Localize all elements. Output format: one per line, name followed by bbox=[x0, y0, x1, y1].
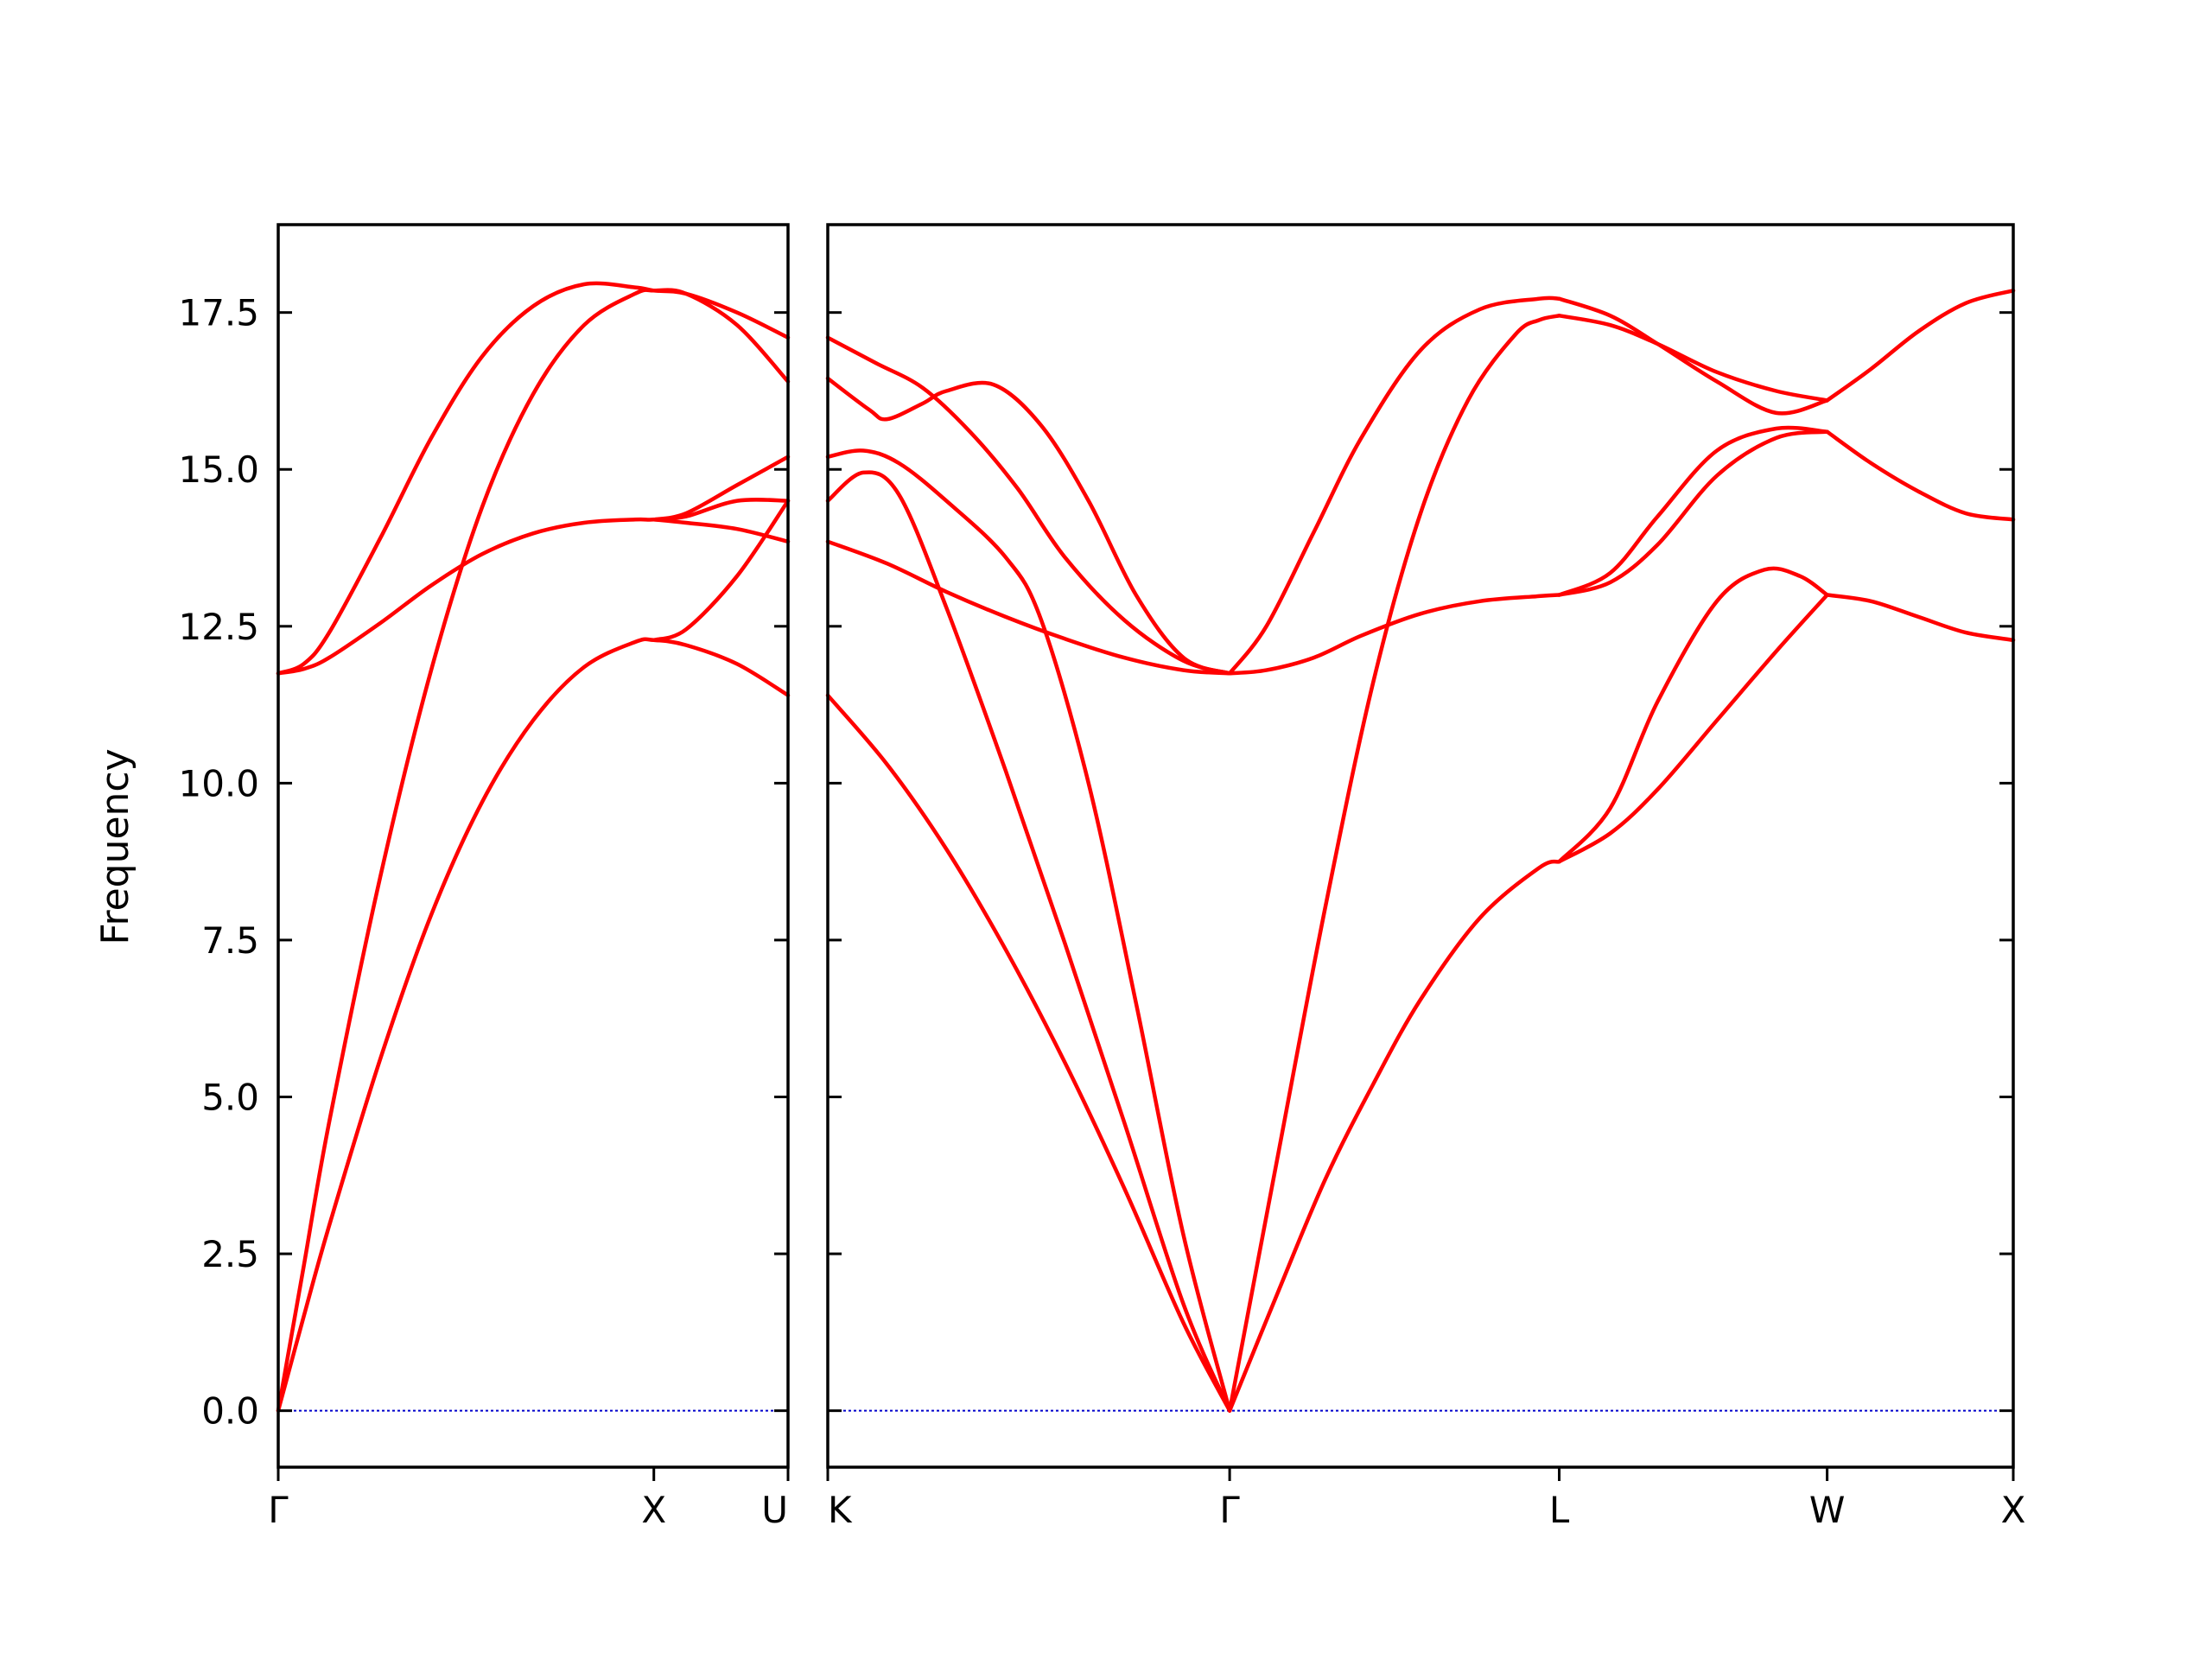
y-tick-label: 12.5 bbox=[178, 606, 259, 648]
band-line bbox=[825, 539, 1232, 676]
band-line bbox=[1825, 429, 2016, 522]
panel-frame bbox=[826, 223, 2015, 1469]
band-line bbox=[1557, 425, 1829, 597]
band-line bbox=[1557, 566, 1829, 864]
y-tick-label: 2.5 bbox=[201, 1233, 259, 1275]
y-tick-label: 5.0 bbox=[201, 1077, 259, 1119]
band-line bbox=[276, 497, 791, 676]
band-line bbox=[1825, 289, 2016, 403]
band-line bbox=[652, 518, 791, 544]
band-line bbox=[1557, 429, 1829, 597]
x-tick-label: U bbox=[761, 1489, 788, 1531]
band-line bbox=[825, 448, 1232, 1413]
band-line bbox=[652, 499, 791, 643]
band-line bbox=[825, 335, 1232, 676]
band-line bbox=[1825, 593, 2016, 643]
y-tick-label: 10.0 bbox=[178, 762, 259, 804]
band-line bbox=[825, 470, 1232, 1413]
x-tick-label: Γ bbox=[1219, 1489, 1240, 1531]
panel-frame bbox=[276, 223, 790, 1469]
band-line bbox=[1227, 314, 1561, 1413]
x-tick-label: X bbox=[2001, 1489, 2026, 1531]
y-axis-label: Frequency bbox=[93, 748, 137, 944]
y-tick-label: 15.0 bbox=[178, 448, 259, 491]
x-tick-label: X bbox=[641, 1489, 666, 1531]
x-tick-label: Γ bbox=[268, 1489, 289, 1531]
y-tick-label: 7.5 bbox=[201, 919, 259, 962]
band-line bbox=[276, 288, 791, 1413]
band-line bbox=[825, 376, 1232, 676]
x-tick-label: W bbox=[1809, 1489, 1846, 1531]
chart-panels: 0.0 2.5 5.0 7.5 10.0 12.5 15.0 17.5 Γ X U K Γ L W X bbox=[178, 223, 2026, 1531]
band-line bbox=[1557, 314, 1829, 403]
y-tick-label: 0.0 bbox=[201, 1390, 259, 1433]
band-line bbox=[652, 454, 791, 522]
band-line bbox=[1227, 859, 1561, 1413]
band-line bbox=[1227, 296, 1561, 676]
band-line bbox=[1557, 593, 1829, 864]
band-line bbox=[825, 693, 1232, 1413]
band-line bbox=[276, 637, 791, 1413]
x-tick-label: K bbox=[828, 1489, 853, 1531]
band-line bbox=[1557, 296, 1829, 416]
band-line bbox=[276, 281, 791, 676]
band-line bbox=[1227, 593, 1561, 676]
y-tick-label: 17.5 bbox=[178, 292, 259, 334]
x-tick-label: L bbox=[1549, 1489, 1570, 1531]
panel-1: 0.0 2.5 5.0 7.5 10.0 12.5 15.0 17.5 Γ X U bbox=[178, 223, 791, 1531]
